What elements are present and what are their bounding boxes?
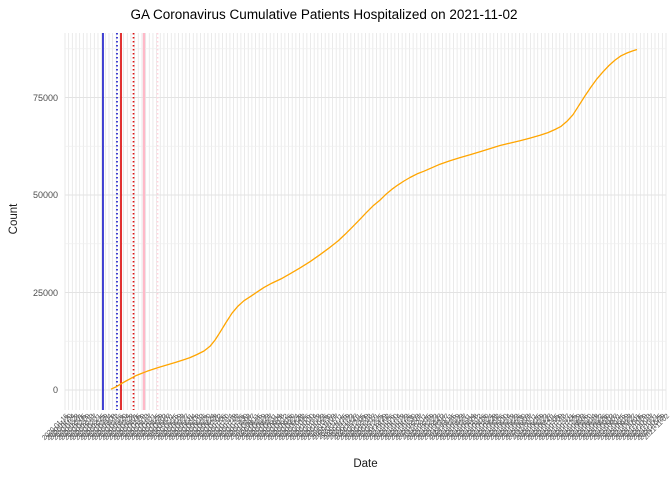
x-axis-title: Date	[353, 458, 378, 470]
y-axis-title: Count	[8, 203, 20, 235]
chart-title: GA Coronavirus Cumulative Patients Hospi…	[130, 7, 518, 22]
y-tick-label: 50000	[32, 190, 58, 200]
y-tick-label: 75000	[32, 92, 58, 103]
y-tick-label: 0	[52, 385, 58, 395]
y-tick-label: 25000	[32, 287, 58, 298]
hospitalized-cumulative-line	[110, 48, 638, 390]
